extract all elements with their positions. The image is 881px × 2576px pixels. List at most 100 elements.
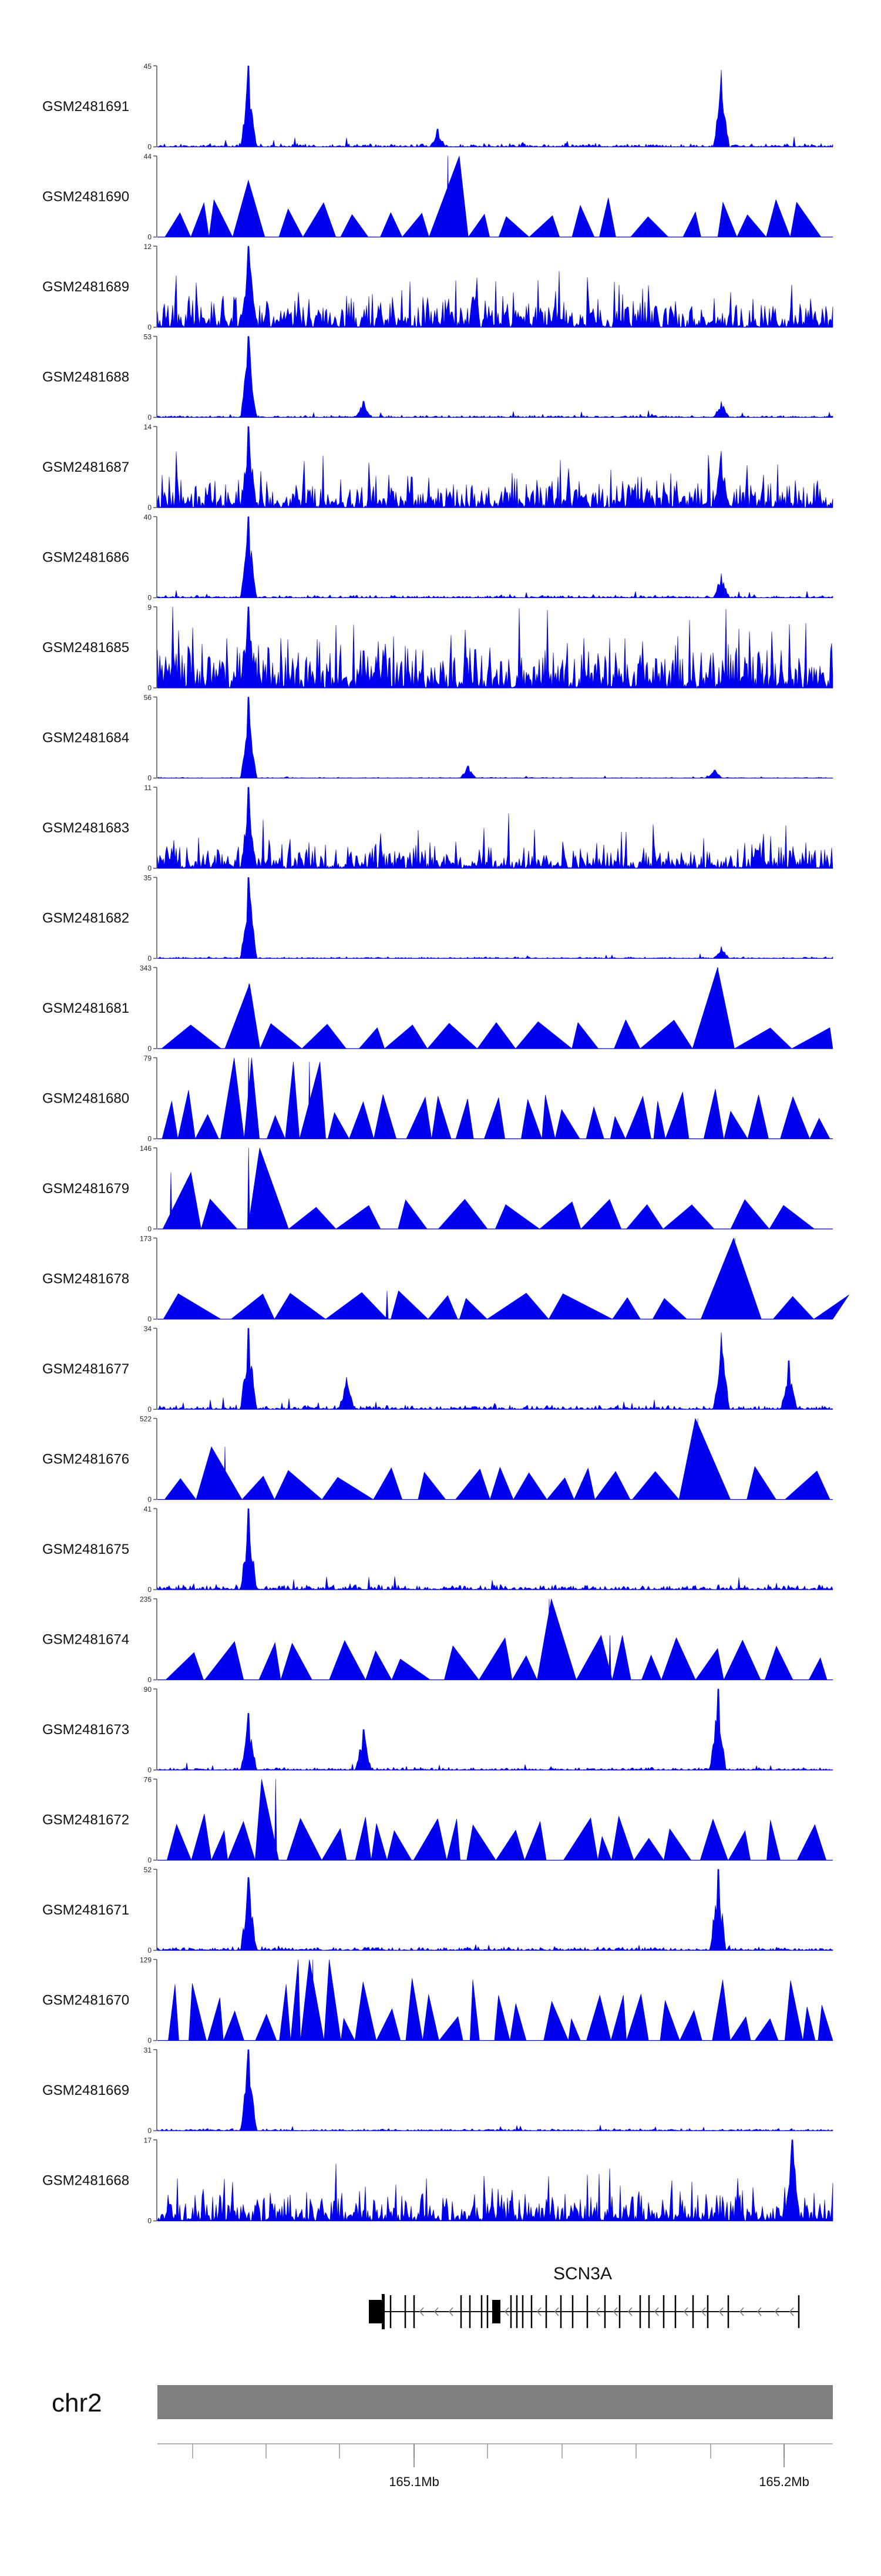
coverage-area bbox=[157, 1057, 833, 1140]
coverage-area bbox=[157, 1147, 833, 1230]
track-label: GSM2481674 bbox=[42, 1632, 129, 1648]
track-label: GSM2481688 bbox=[42, 370, 129, 385]
track-GSM2481688: GSM2481688 53 0 bbox=[42, 333, 833, 422]
y-min-label: 0 bbox=[147, 143, 152, 151]
y-min-label: 0 bbox=[147, 1405, 152, 1413]
track-label: GSM2481686 bbox=[42, 550, 129, 566]
coverage-area bbox=[157, 1508, 833, 1591]
gene-exon bbox=[492, 2300, 500, 2323]
track-GSM2481670: GSM2481670 129 0 bbox=[42, 1956, 833, 2045]
coverage-area bbox=[157, 516, 833, 599]
track-label: GSM2481676 bbox=[42, 1452, 129, 1467]
strand-arrow-icon bbox=[684, 2307, 688, 2316]
gene-exon bbox=[382, 2294, 385, 2329]
track-GSM2481691: GSM2481691 45 0 bbox=[42, 62, 833, 151]
strand-arrow-icon bbox=[554, 2307, 559, 2316]
y-max-label: 146 bbox=[140, 1144, 152, 1153]
gene-model-scn3a: SCN3A bbox=[369, 2264, 800, 2329]
track-label: GSM2481678 bbox=[42, 1271, 129, 1287]
y-max-label: 52 bbox=[144, 1866, 152, 1874]
strand-arrow-icon bbox=[654, 2307, 659, 2316]
track-GSM2481675: GSM2481675 41 0 bbox=[42, 1505, 833, 1594]
y-min-label: 0 bbox=[147, 955, 152, 963]
y-min-label: 0 bbox=[147, 503, 152, 512]
y-max-label: 34 bbox=[144, 1325, 152, 1333]
track-GSM2481671: GSM2481671 52 0 bbox=[42, 1866, 833, 1954]
track-label: GSM2481689 bbox=[42, 279, 129, 295]
y-max-label: 11 bbox=[144, 784, 152, 792]
track-label: GSM2481669 bbox=[42, 2083, 129, 2098]
track-label: GSM2481681 bbox=[42, 1000, 129, 1016]
strand-arrow-icon bbox=[449, 2307, 453, 2316]
track-label: GSM2481687 bbox=[42, 459, 129, 475]
axis-tick-label: 165.2Mb bbox=[759, 2474, 809, 2489]
y-min-label: 0 bbox=[147, 684, 152, 692]
track-GSM2481677: GSM2481677 34 0 bbox=[42, 1325, 833, 1413]
y-min-label: 0 bbox=[147, 1225, 152, 1233]
y-min-label: 0 bbox=[147, 774, 152, 782]
coverage-area bbox=[157, 1688, 833, 1771]
track-GSM2481684: GSM2481684 56 0 bbox=[42, 694, 833, 782]
track-label: GSM2481675 bbox=[42, 1541, 129, 1557]
y-min-label: 0 bbox=[147, 864, 152, 872]
coverage-area bbox=[157, 156, 833, 238]
gene-exon-utr bbox=[369, 2300, 382, 2323]
track-label: GSM2481685 bbox=[42, 640, 129, 656]
y-min-label: 0 bbox=[147, 2037, 152, 2045]
coverage-area bbox=[157, 426, 833, 508]
track-GSM2481674: GSM2481674 235 0 bbox=[42, 1596, 833, 1684]
track-label: GSM2481684 bbox=[42, 730, 129, 746]
coverage-area bbox=[157, 2049, 833, 2131]
y-min-label: 0 bbox=[147, 1856, 152, 1865]
y-max-label: 173 bbox=[140, 1235, 152, 1243]
coverage-area bbox=[157, 1237, 849, 1320]
track-label: GSM2481670 bbox=[42, 1993, 129, 2009]
y-max-label: 40 bbox=[144, 513, 152, 522]
strand-arrow-icon bbox=[701, 2307, 706, 2316]
y-min-label: 0 bbox=[147, 414, 152, 422]
y-min-label: 0 bbox=[147, 2127, 152, 2135]
axis-tick-label: 165.1Mb bbox=[389, 2474, 439, 2489]
y-max-label: 41 bbox=[144, 1505, 152, 1513]
track-GSM2481680: GSM2481680 79 0 bbox=[42, 1054, 833, 1143]
track-label: GSM2481690 bbox=[42, 189, 129, 205]
strand-arrow-icon bbox=[505, 2307, 509, 2316]
y-min-label: 0 bbox=[147, 1766, 152, 1774]
track-GSM2481682: GSM2481682 35 0 bbox=[42, 874, 833, 963]
track-GSM2481678: GSM2481678 173 0 bbox=[42, 1235, 849, 1324]
track-label: GSM2481679 bbox=[42, 1181, 129, 1197]
chromosome-bar bbox=[157, 2385, 833, 2419]
y-min-label: 0 bbox=[147, 233, 152, 241]
y-min-label: 0 bbox=[147, 1135, 152, 1143]
track-label: GSM2481671 bbox=[42, 1902, 129, 1918]
y-max-label: 44 bbox=[144, 153, 152, 161]
y-max-label: 129 bbox=[140, 1956, 152, 1964]
y-max-label: 31 bbox=[144, 2046, 152, 2054]
track-GSM2481681: GSM2481681 343 0 bbox=[42, 964, 833, 1053]
coverage-area bbox=[157, 1418, 833, 1500]
y-min-label: 0 bbox=[147, 1496, 152, 1504]
y-max-label: 343 bbox=[140, 964, 152, 972]
strand-arrow-icon bbox=[757, 2307, 762, 2316]
y-min-label: 0 bbox=[147, 1586, 152, 1594]
y-max-label: 522 bbox=[140, 1415, 152, 1423]
y-max-label: 56 bbox=[144, 694, 152, 702]
y-max-label: 17 bbox=[144, 2137, 152, 2145]
coverage-area bbox=[157, 606, 833, 688]
chromosome-axis: chr2 165.1Mb 165.2Mb bbox=[52, 2385, 833, 2489]
coverage-area bbox=[157, 2140, 833, 2222]
coverage-area bbox=[157, 1959, 833, 2041]
strand-arrow-icon bbox=[789, 2307, 794, 2316]
strand-arrow-icon bbox=[596, 2307, 600, 2316]
coverage-area bbox=[157, 336, 833, 418]
y-max-label: 9 bbox=[147, 603, 152, 612]
track-GSM2481686: GSM2481686 40 0 bbox=[42, 513, 833, 602]
track-GSM2481690: GSM2481690 44 0 bbox=[42, 153, 833, 241]
y-min-label: 0 bbox=[147, 323, 152, 331]
coverage-area bbox=[157, 697, 833, 778]
track-label: GSM2481680 bbox=[42, 1091, 129, 1107]
y-max-label: 90 bbox=[144, 1685, 152, 1694]
track-label: GSM2481668 bbox=[42, 2173, 129, 2189]
coverage-area bbox=[157, 1869, 833, 1951]
